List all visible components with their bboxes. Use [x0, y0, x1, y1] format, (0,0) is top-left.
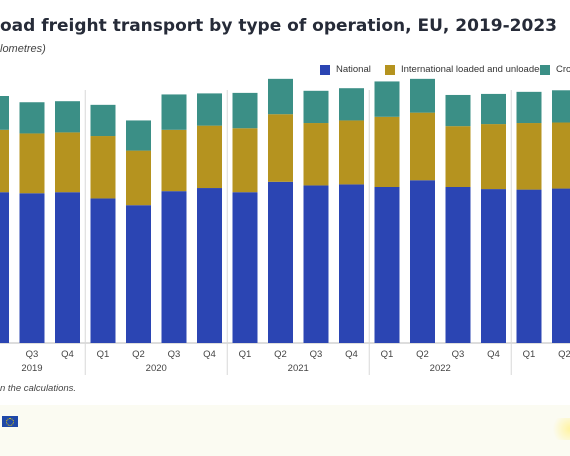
- bar-segment-cross: [303, 90, 329, 124]
- bar-segment-national: [374, 187, 400, 343]
- quarter-tick-label: Q3: [310, 349, 323, 360]
- bar-segment-international: [303, 123, 329, 186]
- corner-decoration: [548, 418, 570, 440]
- bar-segment-national: [481, 189, 506, 343]
- page-footer: [0, 405, 570, 456]
- bar-segment-national: [232, 192, 258, 343]
- bar-segment-international: [90, 136, 116, 199]
- legend-swatch-national: [320, 64, 330, 75]
- bar-segment-national: [410, 180, 435, 343]
- bar-segment-national: [126, 205, 151, 343]
- bar-segment-cross: [410, 78, 435, 113]
- bar-segment-international: [481, 124, 506, 190]
- chart-footnote: n the calculations.: [0, 383, 77, 394]
- legend-item-national: National: [320, 64, 371, 75]
- bar-segment-international: [445, 126, 471, 187]
- bar-segment-cross: [19, 102, 45, 134]
- year-label: 2020: [146, 363, 167, 374]
- bar-segment-international: [161, 129, 187, 192]
- bar-segment-cross: [197, 93, 222, 126]
- bar-segment-national: [197, 188, 222, 343]
- bar-segment-national: [339, 184, 364, 343]
- bar-segment-cross: [339, 88, 364, 121]
- bar-segment-cross: [374, 81, 400, 117]
- legend-label-cross: Cros: [556, 64, 570, 75]
- bar-segment-international: [55, 132, 80, 193]
- chart-card: oad freight transport by type of operati…: [0, 16, 570, 394]
- quarter-tick-label: Q4: [487, 349, 500, 360]
- legend-label-international: International loaded and unloaded: [401, 64, 545, 75]
- bar-segment-international: [552, 122, 570, 189]
- bar-segment-international: [0, 129, 9, 193]
- chart-title: oad freight transport by type of operati…: [0, 16, 557, 36]
- quarter-tick-label: Q1: [239, 349, 252, 360]
- quarter-tick-label: Q4: [61, 349, 74, 360]
- quarter-tick-label: Q4: [203, 349, 216, 360]
- year-label: 2019: [21, 363, 42, 374]
- bar-segment-national: [19, 193, 45, 343]
- bar-segment-international: [516, 123, 542, 190]
- quarter-tick-label: Q1: [97, 349, 110, 360]
- quarter-tick-label: Q1: [523, 349, 536, 360]
- bar-segment-national: [55, 192, 80, 343]
- bar-segment-international: [374, 116, 400, 187]
- legend-swatch-cross: [540, 64, 550, 75]
- legend-item-international: International loaded and unloaded: [385, 64, 545, 75]
- quarter-tick-label: Q2: [558, 349, 570, 360]
- quarter-tick-label: Q2: [416, 349, 429, 360]
- legend-label-national: National: [336, 64, 371, 75]
- bar-segment-international: [339, 120, 364, 185]
- chart-unit: lometres): [0, 43, 46, 55]
- bar-segment-cross: [268, 78, 293, 115]
- bar-segment-national: [445, 187, 471, 343]
- bar-segment-national: [161, 191, 187, 343]
- quarter-tick-label: Q1: [381, 349, 394, 360]
- bar-segment-international: [197, 125, 222, 189]
- bar-segment-national: [303, 185, 329, 343]
- bar-segment-international: [268, 114, 293, 182]
- bar-segment-cross: [552, 90, 570, 123]
- quarter-tick-label: Q3: [452, 349, 465, 360]
- quarter-tick-label: Q4: [345, 349, 358, 360]
- stacked-bar-chart: 2Q3Q4Q1Q2Q3Q4Q1Q2Q3Q4Q1Q2Q3Q4Q1Q22019202…: [0, 78, 570, 375]
- bar-segment-cross: [516, 91, 542, 124]
- legend-item-cross: Cros: [540, 64, 570, 75]
- eu-flag-icon: [2, 416, 18, 427]
- bar-segment-cross: [481, 93, 506, 125]
- bar-segment-national: [0, 192, 9, 343]
- bar-segment-cross: [55, 101, 80, 133]
- bar-segment-cross: [90, 104, 116, 137]
- year-label: 2021: [288, 363, 309, 374]
- quarter-tick-label: Q2: [132, 349, 145, 360]
- year-label: 2022: [430, 363, 451, 374]
- bar-segment-cross: [232, 92, 258, 129]
- quarter-tick-label: Q2: [274, 349, 287, 360]
- bar-segment-national: [90, 198, 116, 343]
- bar-segment-national: [552, 188, 570, 343]
- bar-segment-international: [126, 150, 151, 206]
- quarter-tick-label: Q3: [26, 349, 39, 360]
- bar-segment-cross: [161, 94, 187, 130]
- legend-swatch-international: [385, 64, 395, 75]
- bar-segment-international: [410, 112, 435, 181]
- bar-segment-cross: [445, 94, 471, 127]
- bar-segment-international: [19, 133, 45, 194]
- bar-segment-national: [516, 189, 542, 343]
- bar-segment-international: [232, 128, 258, 193]
- bar-segment-cross: [126, 120, 151, 151]
- quarter-tick-label: Q3: [168, 349, 181, 360]
- bar-segment-cross: [0, 96, 9, 130]
- bar-segment-national: [268, 181, 293, 343]
